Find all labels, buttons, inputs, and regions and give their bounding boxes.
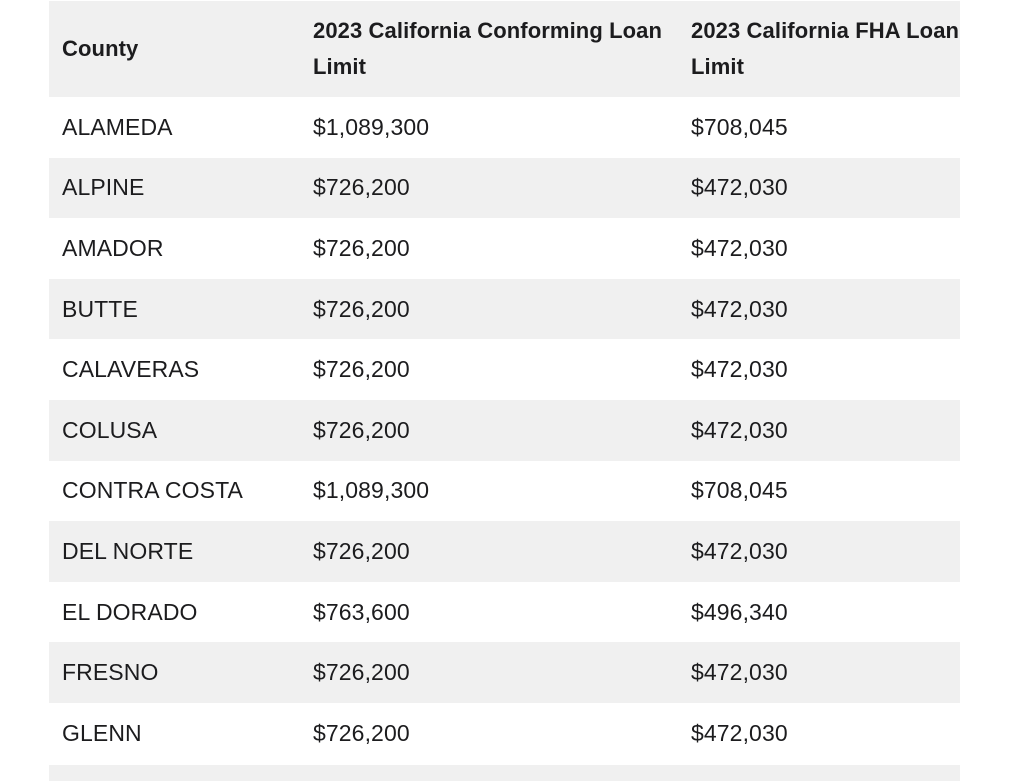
fha-limit-cell: $472,030 <box>691 416 788 443</box>
conforming-limit-cell: $726,200 <box>313 295 410 322</box>
conforming-limit-cell: $763,600 <box>313 598 410 625</box>
fha-limit-cell: $472,030 <box>691 659 788 686</box>
header-fha-loan-limit: 2023 California FHA Loan Limit <box>691 18 960 79</box>
table-row: AMADOR $726,200 $472,030 <box>49 218 960 279</box>
table-row: ALAMEDA $1,089,300 $708,045 <box>49 97 960 158</box>
county-cell: GLENN <box>62 719 142 746</box>
table-header-row: County 2023 California Conforming Loan L… <box>49 1 960 97</box>
conforming-limit-cell: $726,200 <box>313 719 410 746</box>
conforming-limit-cell: $1,089,300 <box>313 113 430 140</box>
fha-limit-cell: $708,045 <box>691 113 788 140</box>
county-cell: EL DORADO <box>62 598 198 625</box>
county-cell: DEL NORTE <box>62 537 194 564</box>
conforming-limit-cell: $726,200 <box>313 416 410 443</box>
conforming-limit-cell: $726,200 <box>313 234 410 261</box>
fha-limit-cell: $496,340 <box>691 598 788 625</box>
header-conforming-loan-limit: 2023 California Conforming Loan Limit <box>313 18 663 79</box>
loan-limits-table: County 2023 California Conforming Loan L… <box>49 1 960 764</box>
conforming-limit-cell: $726,200 <box>313 659 410 686</box>
table-row: CALAVERAS $726,200 $472,030 <box>49 339 960 400</box>
fha-limit-cell: $472,030 <box>691 537 788 564</box>
county-cell: ALPINE <box>62 174 145 201</box>
fha-limit-cell: $472,030 <box>691 234 788 261</box>
table-row: CONTRA COSTA $1,089,300 $708,045 <box>49 461 960 522</box>
county-cell: CONTRA COSTA <box>62 477 243 504</box>
conforming-limit-cell: $726,200 <box>313 537 410 564</box>
fha-limit-cell: $472,030 <box>691 295 788 322</box>
conforming-limit-cell: $726,200 <box>313 174 410 201</box>
county-cell: BUTTE <box>62 295 138 322</box>
table-row: DEL NORTE $726,200 $472,030 <box>49 521 960 582</box>
fha-limit-cell: $472,030 <box>691 174 788 201</box>
next-table-row-partial <box>49 765 960 781</box>
table-row: EL DORADO $763,600 $496,340 <box>49 582 960 643</box>
table-row: COLUSA $726,200 $472,030 <box>49 399 960 461</box>
table-row: ALPINE $726,200 $472,030 <box>49 157 960 219</box>
fha-limit-cell: $708,045 <box>691 477 788 504</box>
county-cell: FRESNO <box>62 659 159 686</box>
county-cell: CALAVERAS <box>62 356 200 383</box>
table-row: BUTTE $726,200 $472,030 <box>49 278 960 340</box>
header-county: County <box>62 36 139 61</box>
table-row: FRESNO $726,200 $472,030 <box>49 642 960 703</box>
conforming-limit-cell: $1,089,300 <box>313 477 430 504</box>
table-row: GLENN $726,200 $472,030 <box>49 703 960 764</box>
county-cell: AMADOR <box>62 234 164 261</box>
county-cell: ALAMEDA <box>62 113 173 140</box>
fha-limit-cell: $472,030 <box>691 719 788 746</box>
county-cell: COLUSA <box>62 416 158 443</box>
fha-limit-cell: $472,030 <box>691 356 788 383</box>
conforming-limit-cell: $726,200 <box>313 356 410 383</box>
